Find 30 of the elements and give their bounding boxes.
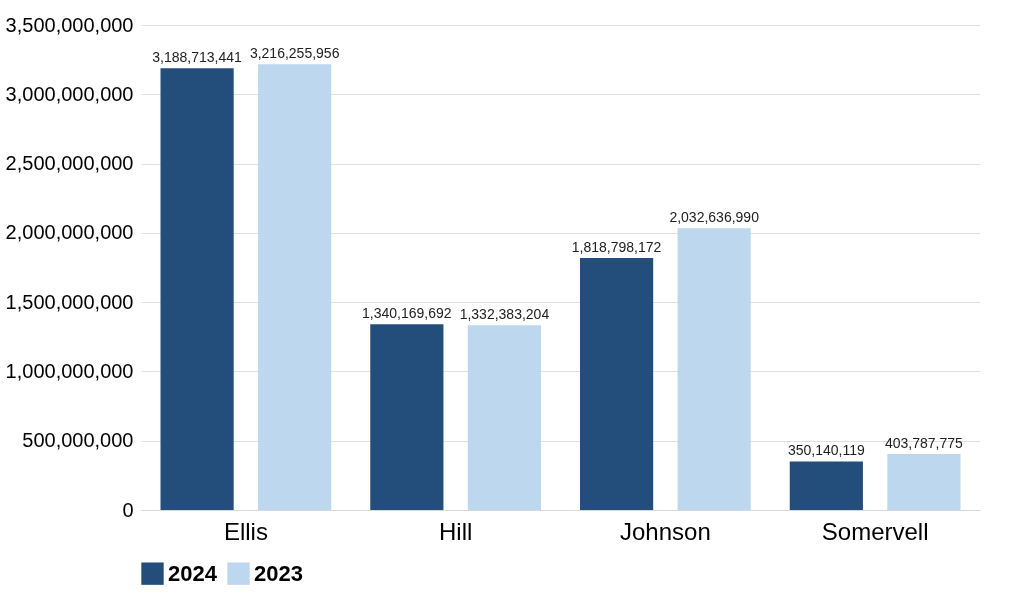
bar xyxy=(580,257,654,510)
x-tick-label: Somervell xyxy=(821,517,929,545)
bar xyxy=(789,461,863,510)
legend-label: 2024 xyxy=(168,560,218,586)
data-label: 3,216,255,956 xyxy=(249,45,340,62)
bar xyxy=(160,68,234,510)
data-label: 3,188,713,441 xyxy=(152,49,243,66)
bar xyxy=(677,228,751,510)
y-tick-label: 0 xyxy=(122,498,134,521)
x-tick-label: Hill xyxy=(438,517,473,545)
y-tick-label: 3,000,000,000 xyxy=(5,82,134,105)
y-tick-label: 2,500,000,000 xyxy=(5,152,134,175)
data-label: 2,032,636,990 xyxy=(669,209,760,226)
legend-label: 2023 xyxy=(254,560,303,586)
data-label: 403,787,775 xyxy=(884,435,964,452)
data-label: 1,818,798,172 xyxy=(571,238,662,255)
y-tick-label: 500,000,000 xyxy=(22,429,134,452)
bar xyxy=(887,454,961,510)
x-tick-label: Ellis xyxy=(223,517,268,545)
y-tick-label: 1,000,000,000 xyxy=(5,359,134,382)
bar xyxy=(370,324,444,510)
x-tick-label: Johnson xyxy=(620,517,711,545)
y-tick-label: 2,000,000,000 xyxy=(5,221,134,244)
y-tick-label: 1,500,000,000 xyxy=(5,290,134,313)
bar xyxy=(258,64,332,510)
bar xyxy=(467,325,541,510)
data-label: 1,340,169,692 xyxy=(362,305,452,322)
data-label: 1,332,383,204 xyxy=(459,306,550,323)
y-tick-label: 3,500,000,000 xyxy=(5,13,134,36)
data-label: 350,140,119 xyxy=(787,442,865,459)
